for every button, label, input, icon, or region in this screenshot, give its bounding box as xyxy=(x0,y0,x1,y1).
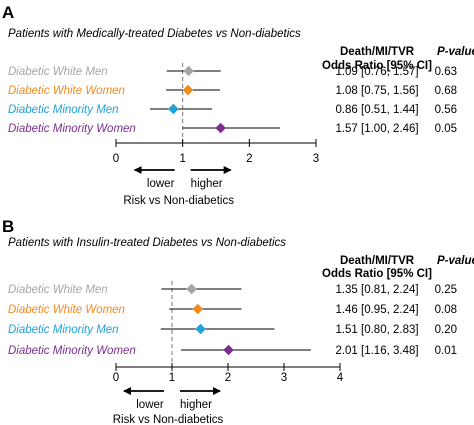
panel-subtitle: Patients with Insulin-treated Diabetes v… xyxy=(8,237,286,249)
row-label: Diabetic Minority Women xyxy=(8,345,136,357)
direction-label-higher: higher xyxy=(191,178,223,190)
odds-ratio-ci-text: 1.08 [0.75, 1.56] xyxy=(335,85,418,97)
point-estimate-marker xyxy=(183,65,195,77)
odds-ratio-ci-text: 1.51 [0.80, 2.83] xyxy=(335,324,418,336)
row-label: Diabetic White Men xyxy=(8,66,108,78)
x-axis-tick-label: 0 xyxy=(113,372,119,384)
x-axis-label: Risk vs Non-diabetics xyxy=(123,195,234,207)
x-axis-tick-label: 2 xyxy=(225,372,231,384)
direction-label-lower: lower xyxy=(136,399,164,411)
p-value-text: 0.25 xyxy=(435,284,457,296)
p-value-text: 0.56 xyxy=(435,104,457,116)
row-label: Diabetic White Women xyxy=(8,85,125,97)
odds-ratio-ci-text: 1.46 [0.95, 2.24] xyxy=(335,304,418,316)
x-axis-tick-label: 0 xyxy=(113,153,119,165)
point-estimate-marker xyxy=(182,84,194,96)
p-value-text: 0.05 xyxy=(435,123,457,135)
column-header-or-line1: Death/MI/TVR xyxy=(340,255,415,267)
panel-letter: A xyxy=(2,3,14,22)
column-header-or-line1: Death/MI/TVR xyxy=(340,46,415,58)
x-axis-tick-label: 2 xyxy=(246,153,252,165)
row-label: Diabetic Minority Men xyxy=(8,104,119,116)
point-estimate-marker xyxy=(186,283,197,295)
x-axis-tick-label: 3 xyxy=(281,372,287,384)
odds-ratio-ci-text: 0.86 [0.51, 1.44] xyxy=(335,104,418,116)
panel-letter: B xyxy=(2,217,14,236)
x-axis-tick-label: 4 xyxy=(337,372,344,384)
direction-label-lower: lower xyxy=(147,178,175,190)
p-value-text: 0.63 xyxy=(435,66,457,78)
row-label: Diabetic White Women xyxy=(8,304,125,316)
x-axis-label: Risk vs Non-diabetics xyxy=(113,414,224,425)
p-value-text: 0.01 xyxy=(435,345,457,357)
column-header-or-line2: Odds Ratio [95% CI] xyxy=(322,268,432,280)
p-value-text: 0.68 xyxy=(435,85,457,97)
column-header-p-value: P-value xyxy=(437,255,474,267)
panel-subtitle: Patients with Medically-treated Diabetes… xyxy=(8,28,301,40)
point-estimate-marker xyxy=(215,122,227,134)
x-axis-tick-label: 1 xyxy=(179,153,185,165)
p-value-text: 0.08 xyxy=(435,304,457,316)
row-label: Diabetic Minority Women xyxy=(8,123,136,135)
x-axis-tick-label: 3 xyxy=(313,153,319,165)
point-estimate-marker xyxy=(195,323,206,335)
column-header-or-line2: Odds Ratio [95% CI] xyxy=(322,60,432,72)
point-estimate-marker xyxy=(167,103,179,115)
odds-ratio-ci-text: 1.09 [0.76, 1.57] xyxy=(335,66,418,78)
odds-ratio-ci-text: 1.57 [1.00, 2.46] xyxy=(335,123,418,135)
odds-ratio-ci-text: 2.01 [1.16, 3.48] xyxy=(335,345,418,357)
x-axis-tick-label: 1 xyxy=(169,372,175,384)
p-value-text: 0.20 xyxy=(435,324,457,336)
direction-label-higher: higher xyxy=(180,399,212,411)
row-label: Diabetic Minority Men xyxy=(8,324,119,336)
odds-ratio-ci-text: 1.35 [0.81, 2.24] xyxy=(335,284,418,296)
row-label: Diabetic White Men xyxy=(8,284,108,296)
column-header-p-value: P-value xyxy=(437,46,474,58)
point-estimate-marker xyxy=(192,303,204,315)
point-estimate-marker xyxy=(223,344,234,356)
